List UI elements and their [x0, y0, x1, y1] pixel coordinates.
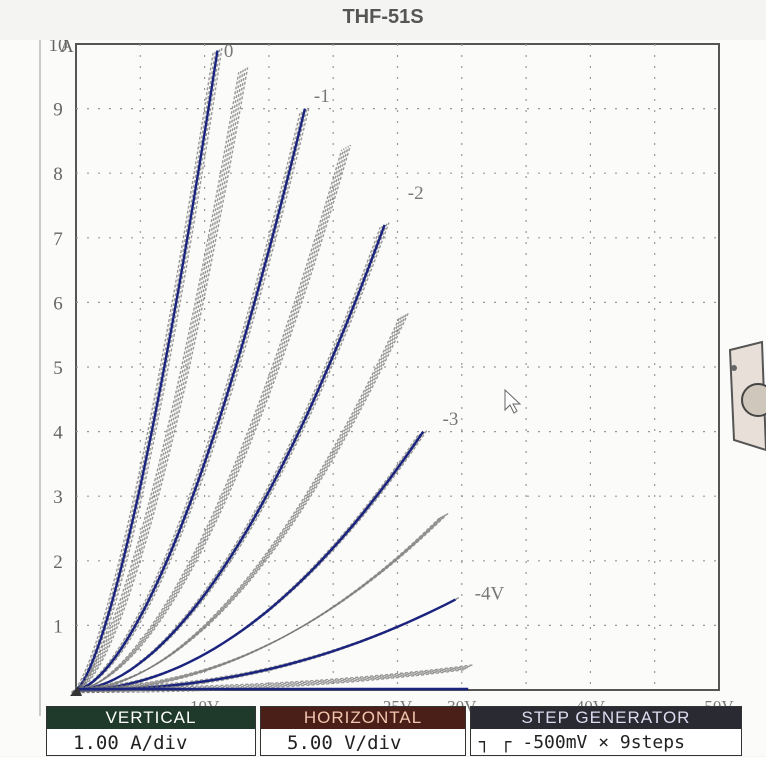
vertical-panel: VERTICAL 1.00 A/div: [46, 706, 256, 756]
trace-band-line: [78, 223, 388, 690]
trace-band-line: [78, 430, 426, 690]
trace-band-line: [75, 431, 424, 691]
y-tick-label: 6: [53, 293, 63, 314]
y-tick-label: 5: [53, 358, 63, 379]
trace-band-line: [80, 144, 352, 689]
trace-band-line: [73, 316, 403, 692]
origin-marker: [70, 686, 82, 696]
grid-voltage-annotation: -3: [443, 409, 459, 430]
y-tick-label: 8: [53, 164, 63, 185]
trace-band-line: [71, 149, 343, 694]
trace-band-line: [71, 110, 302, 694]
series-line--3: [75, 430, 425, 692]
trace-band-line: [73, 432, 422, 692]
trace-band-line: [73, 70, 242, 692]
y-tick-label: 9: [53, 100, 63, 121]
trace-band-line: [73, 667, 467, 692]
trace-band-line: [77, 49, 221, 690]
trace-band-line: [80, 106, 310, 689]
trace-band-line: [79, 47, 223, 689]
trace-band-line: [71, 72, 240, 694]
y-tick-label: 2: [53, 552, 63, 573]
vertical-value: 1.00 A/div: [73, 732, 188, 754]
trace-band-line: [80, 512, 449, 689]
horizontal-label: HORIZONTAL: [261, 707, 465, 729]
trace-band-line: [73, 51, 216, 692]
chart-area: 1234567891010V25V30V40V50V0-1-2-3-4V A: [0, 40, 766, 756]
step-generator-value-row: ┐ ┌ -500mV × 9steps: [471, 729, 741, 755]
horizontal-value: 5.00 V/div: [287, 732, 402, 754]
y-tick-label: 7: [53, 229, 63, 250]
trace-band-line: [80, 222, 390, 689]
trace-band-line: [80, 67, 249, 689]
trace-band-line: [80, 596, 461, 689]
labels: 1234567891010V25V30V40V50V0-1-2-3-4V: [49, 40, 735, 716]
page-title: THF-51S: [342, 6, 424, 28]
trace-band-line: [80, 428, 429, 689]
trace-band-line: [78, 513, 447, 690]
trace-band-line: [77, 68, 247, 690]
trace-band-line: [75, 50, 219, 691]
trace-band-line: [71, 669, 464, 694]
trace-band-line: [71, 601, 452, 694]
trace-band-line: [71, 227, 381, 694]
y-tick-label: 3: [53, 487, 63, 508]
trace-band-line: [78, 313, 407, 690]
grid-voltage-annotation: 0: [224, 41, 234, 62]
trace-band-line: [75, 69, 244, 691]
series-line-0: [75, 50, 219, 691]
trace-band-line: [75, 224, 386, 691]
trace-band-line: [80, 664, 473, 689]
step-generator-label: STEP GENERATOR: [471, 707, 741, 729]
trace-band-line: [73, 225, 384, 692]
step-polarity-icon: ┐ ┌: [479, 732, 523, 753]
socket-sketch-image: [728, 340, 766, 452]
y-axis-unit-label: A: [60, 40, 74, 57]
mouse-cursor-icon: [504, 388, 522, 414]
step-generator-value: -500mV × 9steps: [522, 732, 685, 753]
curves: [71, 47, 473, 694]
trace-band-line: [80, 312, 409, 689]
y-tick-label: 4: [53, 423, 63, 444]
y-tick-label: 10: [49, 40, 68, 56]
vertical-label: VERTICAL: [47, 707, 255, 729]
trace-band-line: [71, 433, 420, 694]
grid-voltage-annotation: -4V: [475, 584, 505, 605]
series-line--1: [75, 108, 307, 692]
y-tick-label: 1: [53, 616, 63, 637]
trace-band-line: [75, 315, 405, 691]
grid-voltage-annotation: -2: [408, 183, 424, 204]
horizontal-panel: HORIZONTAL 5.00 V/div: [260, 706, 466, 756]
iv-curve-plot: 1234567891010V25V30V40V50V0-1-2-3-4V A: [39, 40, 735, 716]
step-generator-panel: STEP GENERATOR ┐ ┌ -500mV × 9steps: [470, 706, 742, 756]
grid-voltage-annotation: -1: [314, 86, 330, 107]
series-line--2: [75, 224, 386, 692]
trace-band-line: [71, 52, 214, 693]
